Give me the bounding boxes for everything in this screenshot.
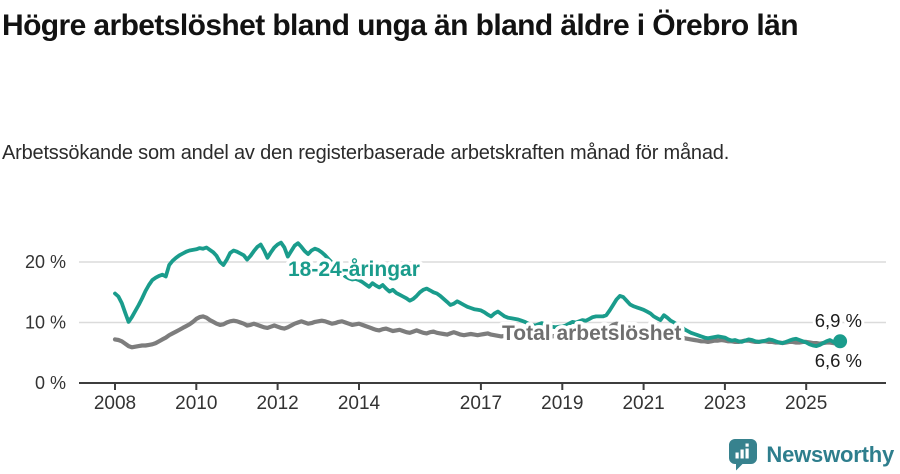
end-value-label-18-24: 6,9 % xyxy=(815,310,862,331)
chart-subtitle: Arbetssökande som andel av den registerb… xyxy=(2,142,730,164)
x-tick-label: 2021 xyxy=(622,393,664,414)
x-tick-label: 2025 xyxy=(785,393,827,414)
series-label-18-24: 18-24-åringar xyxy=(288,258,420,281)
series-line-1 xyxy=(112,314,843,350)
y-tick-label: 20 % xyxy=(25,252,66,272)
y-tick-label: 10 % xyxy=(25,313,66,333)
y-tick-label: 0 % xyxy=(35,373,66,393)
series-line-0 xyxy=(113,240,842,348)
newsworthy-bars-bubble-icon xyxy=(729,439,758,471)
newsworthy-brand-name: Newsworthy xyxy=(766,441,894,467)
x-tick-label: 2017 xyxy=(460,393,502,414)
x-tick-label: 2010 xyxy=(175,393,217,414)
chart-title: Högre arbetslöshet bland unga än bland ä… xyxy=(2,9,799,42)
series-label-total: Total arbetslöshet xyxy=(502,322,681,345)
x-tick-label: 2012 xyxy=(256,393,298,414)
end-value-label-total: 6,6 % xyxy=(815,350,862,371)
x-tick-label: 2014 xyxy=(338,393,381,414)
newsworthy-logo-link[interactable]: Newsworthy xyxy=(728,438,894,471)
chart-geometry: 0 % 10 % 20 % 2008 2010 2012 2014 2017 2019 2021 2… xyxy=(25,240,886,414)
x-tick-label: 2023 xyxy=(704,393,746,414)
x-tick-label: 2008 xyxy=(94,393,136,414)
x-tick-label: 2019 xyxy=(541,393,583,414)
series-end-dot-0 xyxy=(833,334,848,349)
